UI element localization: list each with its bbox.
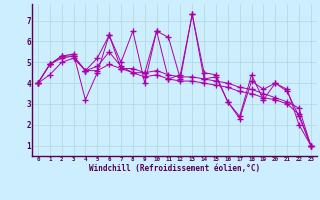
X-axis label: Windchill (Refroidissement éolien,°C): Windchill (Refroidissement éolien,°C) [89,164,260,173]
